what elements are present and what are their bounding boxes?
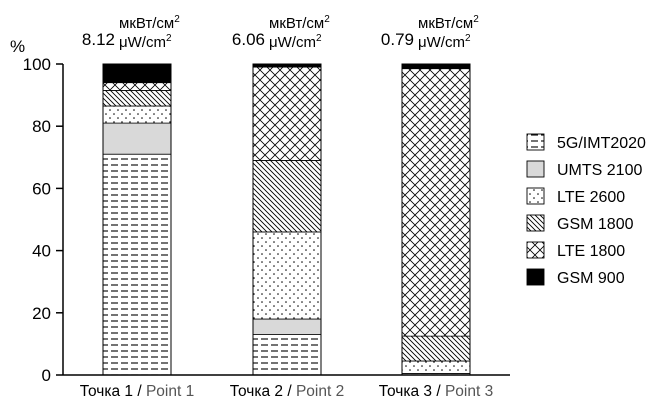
bar-segment bbox=[102, 90, 172, 107]
legend-swatch bbox=[526, 133, 545, 151]
legend-swatch bbox=[526, 214, 545, 232]
x-axis-labels: Точка 1 / Point 1 Точка 2 / Point 2 Точка … bbox=[80, 383, 493, 400]
total-value: 6.06 bbox=[232, 30, 265, 49]
y-tick-label: 100 bbox=[23, 55, 51, 74]
legend-swatch bbox=[526, 160, 545, 178]
total-unit-en: μW/cm2 bbox=[418, 33, 471, 51]
unit-superscript: 2 bbox=[166, 33, 172, 44]
y-axis-label: % bbox=[10, 37, 25, 56]
x-tick-label: Точка 3 / Point 3 bbox=[379, 383, 493, 400]
y-axis-ticks: 0 20 40 60 80 100 bbox=[23, 55, 63, 385]
bar-segment bbox=[252, 160, 322, 233]
x-label-separator: / bbox=[283, 383, 296, 400]
bar-segment bbox=[102, 105, 172, 124]
bar-segment bbox=[401, 68, 471, 337]
y-tick-label: 60 bbox=[32, 179, 51, 198]
legend-label: GSM 1800 bbox=[557, 216, 634, 233]
unit-superscript: 2 bbox=[324, 14, 330, 25]
x-label-separator: / bbox=[133, 383, 146, 400]
x-label-en: Point 3 bbox=[445, 383, 493, 400]
bar-segment bbox=[102, 122, 172, 155]
legend-label: GSM 900 bbox=[557, 270, 625, 287]
bar-segment bbox=[252, 66, 322, 161]
unit-superscript: 2 bbox=[465, 33, 471, 44]
legend-label: LTE 2600 bbox=[557, 189, 625, 206]
legend-label: 5G/IMT2020 bbox=[557, 135, 646, 152]
unit-superscript: 2 bbox=[473, 14, 479, 25]
bars bbox=[102, 63, 471, 376]
x-tick-label: Точка 1 / Point 1 bbox=[80, 383, 194, 400]
legend-label: LTE 1800 bbox=[557, 243, 625, 260]
x-label-ru: Точка 3 bbox=[379, 383, 432, 400]
total-unit-ru: мкВт/см2 bbox=[418, 14, 479, 32]
total-unit-ru: мкВт/см2 bbox=[269, 14, 330, 32]
unit-superscript: 2 bbox=[174, 14, 180, 25]
bar-segment bbox=[401, 360, 471, 374]
bar-segment bbox=[102, 153, 172, 376]
x-label-separator: / bbox=[432, 383, 445, 400]
legend-swatch bbox=[526, 241, 545, 259]
y-tick-label: 80 bbox=[32, 117, 51, 136]
bar-segment bbox=[401, 63, 471, 70]
bar-segment bbox=[252, 334, 322, 376]
unit-superscript: 2 bbox=[316, 33, 322, 44]
total-value: 0.79 bbox=[381, 30, 414, 49]
legend-label: UMTS 2100 bbox=[557, 162, 642, 179]
bar-segment bbox=[252, 318, 322, 335]
legend: 5G/IMT2020 UMTS 2100 LTE 2600 GSM 1800 LTE 1… bbox=[526, 133, 646, 287]
bar-segment bbox=[102, 82, 172, 91]
total-unit-en: μW/cm2 bbox=[269, 33, 322, 51]
y-tick-label: 20 bbox=[32, 304, 51, 323]
legend-swatch bbox=[526, 268, 545, 286]
bar-segment bbox=[252, 231, 322, 320]
x-label-ru: Точка 1 bbox=[80, 383, 133, 400]
y-tick-label: 40 bbox=[32, 242, 51, 261]
total-value: 8.12 bbox=[82, 30, 115, 49]
x-label-en: Point 1 bbox=[146, 383, 194, 400]
x-label-ru: Точка 2 bbox=[230, 383, 283, 400]
total-unit-ru: мкВт/см2 bbox=[119, 14, 180, 32]
legend-swatch bbox=[526, 187, 545, 205]
bar-segment bbox=[102, 63, 172, 84]
x-label-en: Point 2 bbox=[296, 383, 344, 400]
total-unit-en: μW/cm2 bbox=[119, 33, 172, 51]
x-tick-label: Точка 2 / Point 2 bbox=[230, 383, 344, 400]
bar-segment bbox=[401, 335, 471, 362]
y-tick-label: 0 bbox=[42, 366, 51, 385]
